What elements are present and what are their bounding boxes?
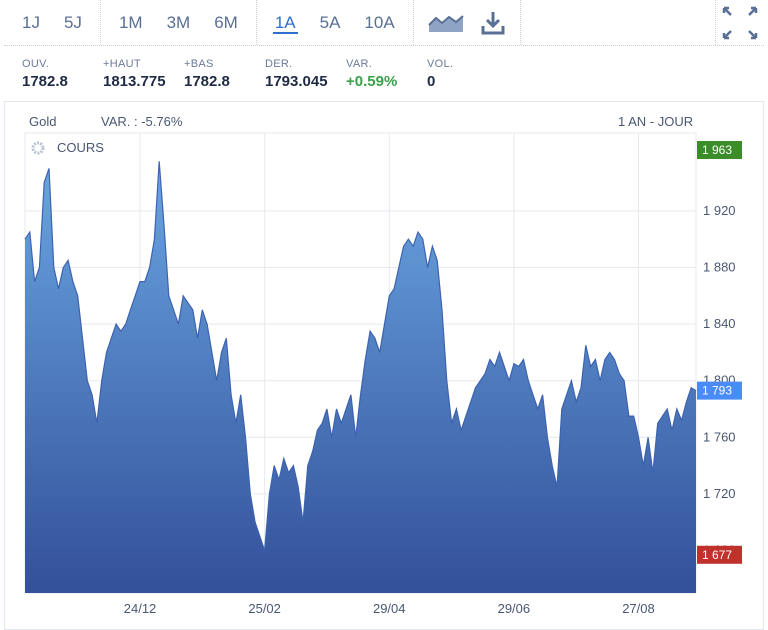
period-10a-button[interactable]: 10A — [364, 12, 395, 32]
stat-value: 1782.8 — [184, 73, 230, 90]
stat-open: OUV. 1782.8 — [22, 46, 103, 101]
max-price-badge-label: 1 963 — [702, 143, 732, 157]
period-1a-button[interactable]: 1A — [269, 0, 302, 45]
x-tick-label: 29/06 — [498, 601, 531, 616]
stat-value: 0 — [427, 73, 436, 90]
period-6m-button[interactable]: 6M — [214, 12, 238, 32]
stat-label: DER. — [265, 58, 293, 70]
period-group-days: 1J 5J — [4, 0, 101, 45]
stat-label: +BAS — [184, 58, 214, 70]
gear-icon — [31, 141, 45, 155]
series-label: COURS — [57, 140, 104, 155]
min-price-badge-label: 1 677 — [702, 548, 732, 562]
toolbar-spacer — [521, 0, 716, 45]
x-tick-label: 29/04 — [373, 601, 406, 616]
period-1j-button[interactable]: 1J — [22, 12, 40, 32]
quote-stats: OUV. 1782.8 +HAUT 1813.775 +BAS 1782.8 D… — [4, 46, 764, 102]
min-price-badge — [697, 545, 742, 564]
fullscreen-icon[interactable] — [716, 0, 764, 45]
y-tick-label: 1 720 — [703, 486, 736, 501]
instrument-name: Gold — [29, 114, 57, 129]
price-line — [24, 161, 697, 551]
period-group-months: 1M 3M 6M — [101, 0, 257, 45]
stat-variation: VAR. +0.59% — [346, 46, 427, 101]
period-label: 1 AN - JOUR — [618, 114, 694, 129]
period-variation: VAR. : -5.76% — [101, 114, 183, 129]
download-icon[interactable] — [480, 10, 506, 36]
stat-label: +HAUT — [103, 58, 141, 70]
last-price-badge-label: 1 793 — [702, 384, 732, 398]
period-group-years: 1A 5A 10A — [257, 0, 414, 45]
stat-value: 1782.8 — [22, 73, 68, 90]
stat-label: VOL. — [427, 58, 454, 70]
period-5j-button[interactable]: 5J — [63, 12, 82, 32]
stat-volume: VOL. 0 — [427, 46, 508, 101]
stat-value: +0.59% — [346, 73, 398, 90]
stat-label: VAR. — [346, 58, 373, 70]
y-tick-label: 1 760 — [703, 429, 736, 444]
period-5a-button[interactable]: 5A — [319, 12, 341, 32]
chart-tools — [414, 0, 521, 45]
x-tick-label: 25/02 — [248, 601, 281, 616]
stat-last: DER. 1793.045 — [265, 46, 346, 101]
stat-high: +HAUT 1813.775 — [103, 46, 184, 101]
period-1m-button[interactable]: 1M — [118, 12, 143, 32]
stat-label: OUV. — [22, 58, 50, 70]
y-tick-label: 1 880 — [703, 259, 736, 274]
period-toolbar: 1J 5J 1M 3M 6M 1A 5A 10A — [4, 0, 764, 46]
price-area — [25, 161, 696, 594]
y-tick-label: 1 840 — [703, 316, 736, 331]
area-chart-icon[interactable] — [427, 12, 464, 34]
last-price-badge — [697, 381, 742, 400]
x-tick-label: 24/12 — [124, 601, 157, 616]
stat-low: +BAS 1782.8 — [184, 46, 265, 101]
stat-value: 1813.775 — [103, 73, 166, 90]
stat-value: 1793.045 — [265, 73, 328, 90]
y-tick-label: 1 920 — [703, 203, 736, 218]
period-3m-button[interactable]: 3M — [166, 12, 191, 32]
series-legend[interactable]: COURS — [31, 140, 104, 155]
x-tick-label: 27/08 — [622, 601, 655, 616]
max-price-badge — [697, 140, 742, 159]
